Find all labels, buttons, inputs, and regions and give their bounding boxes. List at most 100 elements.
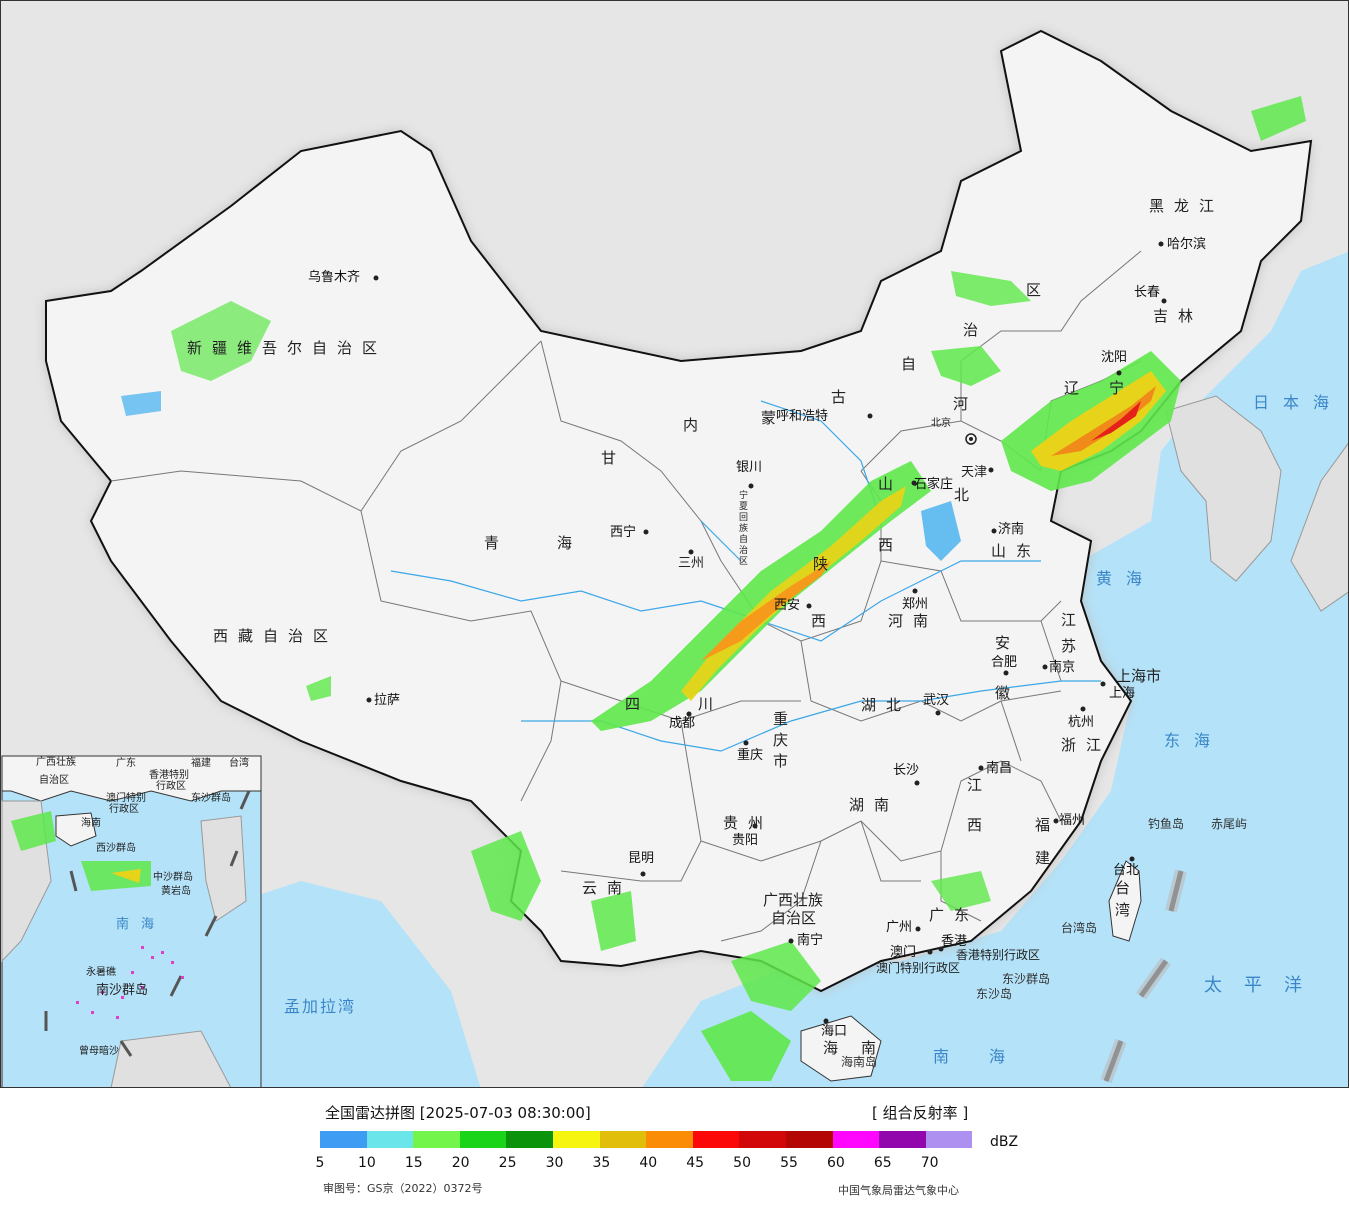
scale-tick-label: 30: [545, 1155, 564, 1171]
province-xizang: 西藏自治区: [213, 627, 339, 645]
city-nanchang: 南昌: [986, 761, 1013, 776]
province-taiwan-1: 台: [1115, 879, 1131, 897]
legend-panel: 全国雷达拼图 [2025-07-03 08:30:00] [ 组合反射率 ] d…: [0, 1088, 1349, 1208]
province-anhui-2: 徽: [995, 684, 1021, 702]
province-shanxi-1: 山: [878, 475, 904, 493]
city-nanjing: 南京: [1049, 660, 1076, 675]
echo-yunnan-2: [591, 891, 636, 951]
inset-nanhai: 南海: [116, 917, 167, 932]
scale-tick-label: 55: [780, 1155, 798, 1171]
inset-dongsha: 东沙群岛: [191, 793, 231, 804]
city-changsha: 长沙: [893, 763, 920, 778]
scale-tick-label: 25: [498, 1155, 517, 1171]
province-sichuan-2: 川: [698, 695, 724, 713]
product-name: [ 组合反射率 ]: [872, 1104, 969, 1122]
city-changchun: 长春: [1134, 285, 1161, 300]
color-swatch: [413, 1131, 460, 1148]
scale-tick-label: 50: [733, 1155, 752, 1171]
map-canvas: [1, 29, 1348, 1087]
province-neimenggu-2: 蒙: [761, 409, 787, 427]
legend-title: 全国雷达拼图 [2025-07-03 08:30:00]: [325, 1104, 591, 1122]
city-nanning: 南宁: [797, 933, 824, 948]
province-guangxi-2: 自治区: [771, 909, 817, 927]
inset-huangyan: 黄岩岛: [161, 886, 191, 897]
inset-echoes: [11, 811, 151, 891]
inset-zengmu: 曾母暗沙: [79, 1046, 119, 1057]
inset-fujian: 福建: [191, 758, 211, 769]
province-neimenggu-5: 治: [963, 321, 989, 339]
province-shanghai: 上海市: [1116, 667, 1162, 685]
city-hongkong: 香港: [941, 934, 968, 949]
city-hangzhou: 杭州: [1068, 715, 1095, 730]
scale-tick-label: 65: [873, 1155, 892, 1171]
province-neimenggu-6: 区: [1026, 281, 1052, 299]
province-shandong: 山东: [991, 542, 1042, 560]
city-guiyang: 贵阳: [732, 833, 759, 848]
province-fujian-1: 福: [1035, 816, 1061, 834]
inset-philippines: [200, 815, 247, 922]
echo-nm-green2: [951, 271, 1031, 306]
approval-number: 审图号：GS京（2022）0372号: [323, 1182, 483, 1195]
island-dongsha-qundao: 东沙群岛: [1002, 972, 1051, 986]
color-swatch: [366, 1131, 414, 1148]
province-jiangsu-2: 苏: [1061, 637, 1087, 655]
echo-heilongjiang: [1251, 96, 1306, 141]
city-hohhot: 呼和浩特: [776, 409, 829, 424]
city-xian: 西安: [774, 598, 801, 613]
island-hainan: 海南岛: [841, 1055, 878, 1069]
province-shanxi-2: 西: [878, 536, 904, 554]
sea-pacific: 太平洋: [1204, 975, 1324, 996]
province-tianjin: 天津: [961, 465, 988, 480]
echo-xinjiang-1: [171, 301, 271, 381]
city-chengdu: 成都: [669, 716, 696, 731]
province-yunnan: 云南: [582, 879, 633, 897]
province-jiangxi-2: 西: [967, 816, 993, 834]
province-hainan-1: 海: [823, 1039, 839, 1057]
province-liaoning-1: 辽: [1064, 379, 1090, 397]
inset-hainan: [55, 812, 97, 847]
china-mainland: [45, 29, 1313, 993]
city-zhengzhou: 郑州: [902, 597, 929, 612]
province-mo-sar: 澳门特别行政区: [876, 961, 961, 975]
province-xinjiang: 新疆维吾尔自治区: [187, 339, 388, 357]
scale-tick-label: 15: [404, 1155, 423, 1171]
island-dongsha: 东沙岛: [976, 987, 1013, 1001]
province-jiangxi-1: 江: [967, 776, 993, 794]
echo-band-green: [591, 461, 931, 731]
city-fuzhou: 福州: [1059, 813, 1086, 828]
city-shanghai: 上海: [1109, 686, 1136, 701]
color-swatch: [320, 1131, 367, 1148]
province-neimenggu-1: 内: [683, 416, 709, 434]
sea-yellow: 黄海: [1096, 569, 1157, 588]
inset-boundary: [44, 790, 251, 1057]
province-zhejiang: 浙江: [1061, 736, 1112, 754]
color-swatch: [599, 1131, 647, 1148]
color-swatch: [692, 1131, 740, 1148]
inset-zizhiqu: 自治区: [39, 775, 69, 786]
inset-nansha: 南沙群岛: [96, 983, 149, 998]
color-swatch: [552, 1131, 600, 1148]
island-taiwan: 台湾岛: [1061, 921, 1098, 935]
inset-borneo: [110, 1030, 232, 1087]
province-shaanxi-1: 陕: [813, 555, 839, 573]
province-henan: 河南: [888, 612, 939, 630]
sea-bengal: 孟加拉湾: [284, 997, 357, 1016]
color-swatch: [646, 1131, 693, 1148]
echo-yunnan: [471, 831, 541, 921]
city-hefei: 合肥: [991, 655, 1018, 670]
province-neimenggu-3: 古: [831, 388, 857, 406]
city-wuhan: 武汉: [923, 693, 950, 708]
inset-guangdong: 广东: [116, 758, 136, 769]
province-sichuan-1: 四: [625, 695, 651, 713]
rivers: [390, 400, 1101, 752]
echo-nm-green: [931, 346, 1001, 386]
province-heilongjiang: 黑龙江: [1149, 197, 1225, 215]
inset-yongshu: 永暑礁: [86, 967, 116, 978]
city-yinchuan: 银川: [736, 460, 763, 475]
color-scale-bar: [320, 1131, 973, 1148]
korea-peninsula: [1165, 395, 1282, 582]
echo-xizang: [306, 676, 331, 701]
echo-hebei-blue: [921, 501, 961, 561]
island-diaoyu: 钓鱼岛: [1148, 817, 1185, 831]
inset-reefs: [76, 946, 184, 1019]
